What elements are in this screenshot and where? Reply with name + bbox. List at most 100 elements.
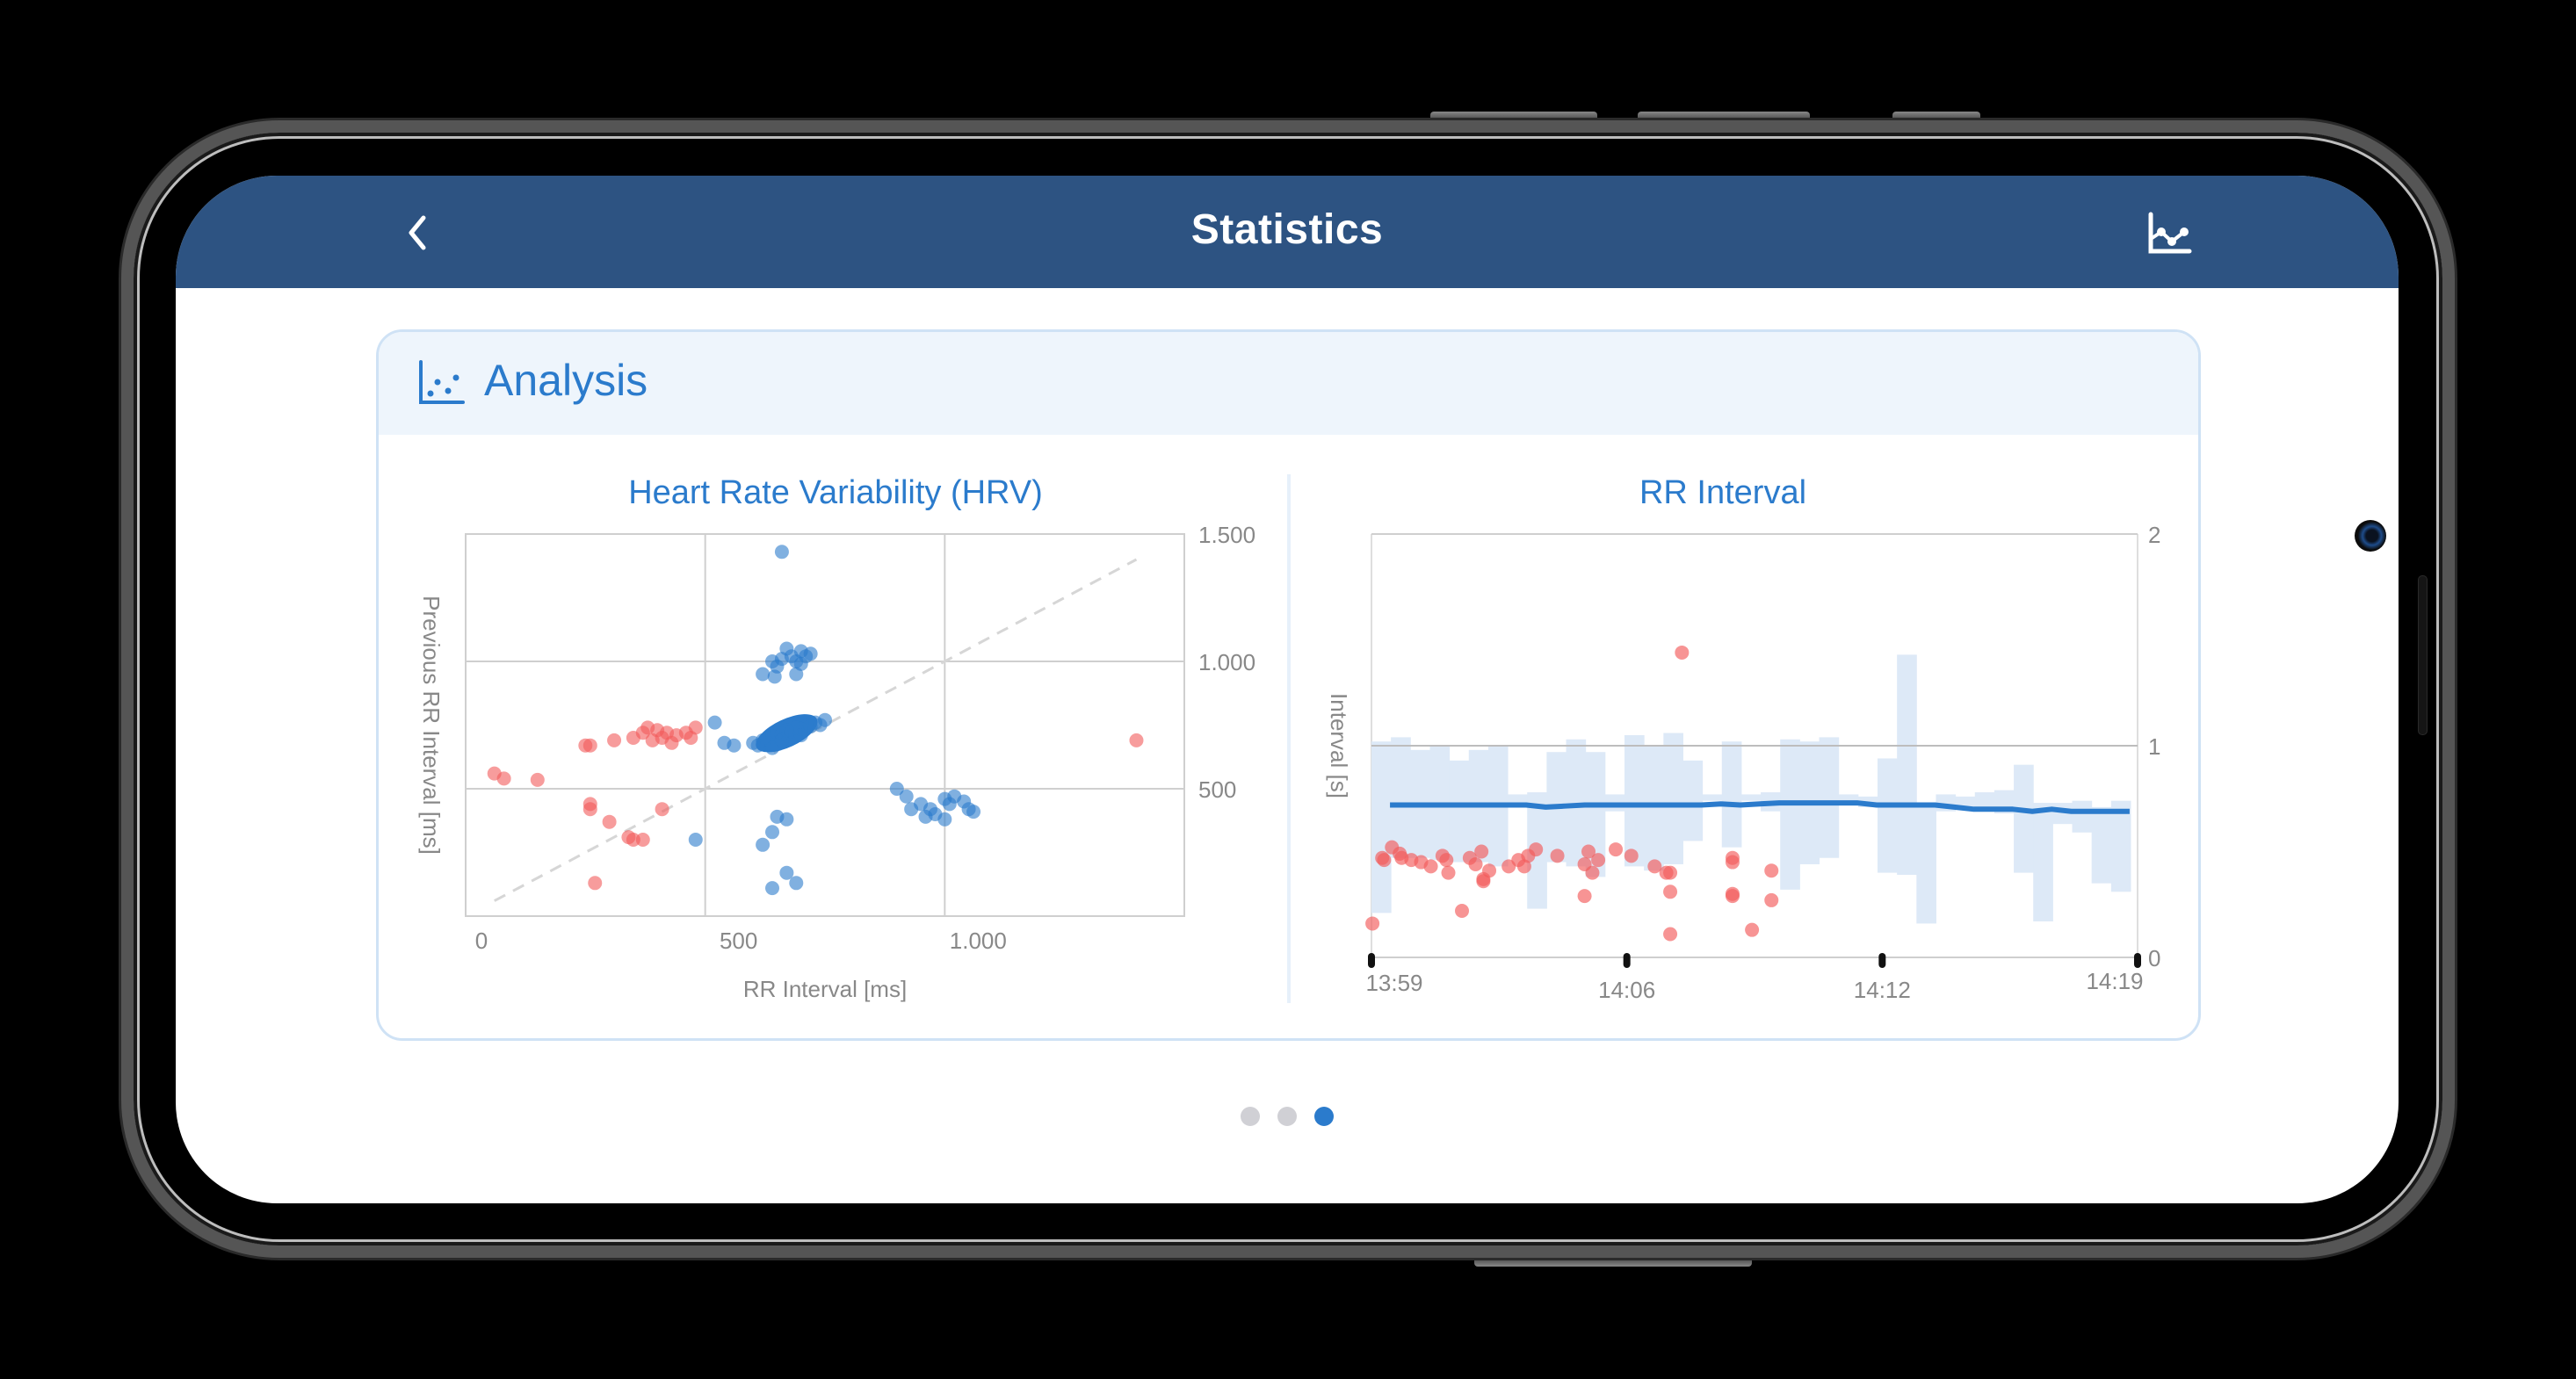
outlier-point: [1745, 922, 1760, 937]
outlier-point: [1647, 859, 1662, 874]
data-point: [765, 825, 780, 840]
range-bar: [1391, 737, 1411, 858]
data-point: [688, 833, 703, 847]
data-point: [966, 805, 981, 819]
outlier-point: [1663, 884, 1678, 899]
range-bar: [1449, 760, 1470, 863]
y-tick-label: 500: [1198, 776, 1236, 803]
data-point: [779, 812, 794, 827]
volume-up-button: [1430, 112, 1597, 120]
data-point: [655, 802, 669, 817]
x-tick-label: 500: [720, 928, 757, 954]
data-point: [727, 738, 742, 753]
outlier-point: [1725, 850, 1740, 865]
card-title: Analysis: [484, 356, 648, 405]
outlier-point: [1365, 916, 1380, 931]
x-axis-label: RR Interval [ms]: [743, 976, 907, 1002]
nav-header: Statistics: [176, 176, 2399, 288]
page-indicator: [176, 1107, 2399, 1128]
range-bar: [2091, 806, 2112, 884]
outlier-point: [1624, 848, 1639, 863]
data-point: [793, 728, 808, 743]
range-bar: [1838, 794, 1859, 801]
data-point: [918, 809, 933, 824]
outlier-point: [1591, 853, 1606, 868]
x-tick-label: 13:59: [1365, 970, 1422, 996]
x-tick-label: 0: [475, 928, 488, 954]
data-point: [774, 545, 789, 560]
data-point: [793, 656, 808, 671]
hrv-chart-title: Heart Rate Variability (HRV): [628, 474, 1043, 511]
data-point: [750, 738, 765, 753]
scatter-chart-icon: [419, 360, 465, 404]
data-point: [582, 738, 597, 753]
outlier-point: [1764, 892, 1779, 907]
hrv-scatter-chart: 0 500 1.000 500 1.000 1.500 RR Interval [ms] Pr…: [418, 522, 1255, 1002]
data-point: [765, 740, 780, 755]
data-point: [635, 833, 650, 847]
data-point: [779, 865, 794, 880]
outlier-point: [1468, 856, 1483, 871]
silent-switch: [1892, 112, 1980, 120]
rr-interval-chart: 0 1 2 Interval [s] 13:59 14:06 14:12 14:19: [1326, 522, 2160, 1003]
page-dot-2[interactable]: [1277, 1107, 1297, 1126]
range-bar: [2014, 764, 2034, 873]
volume-down-button: [1638, 112, 1810, 120]
range-bar: [1740, 794, 1762, 801]
y-tick-label: 1.000: [1198, 649, 1255, 675]
time-tick: [1878, 953, 1886, 968]
speaker-grille: [2418, 575, 2428, 735]
outlier-point: [1482, 863, 1497, 878]
range-bar: [1371, 741, 1392, 913]
back-button[interactable]: [387, 202, 448, 264]
outlier-point: [1474, 844, 1489, 859]
outlier-point: [1663, 927, 1678, 942]
range-bar: [1663, 733, 1683, 864]
chevron-left-icon: [409, 215, 426, 250]
analysis-card: Analysis Heart Rate Variability (HRV) RR…: [376, 329, 2201, 1041]
y-axis-label: Previous RR Interval [ms]: [418, 596, 445, 855]
y-tick-label: 0: [2148, 945, 2160, 971]
time-tick: [1623, 953, 1631, 968]
data-point: [756, 667, 771, 682]
range-bar: [2072, 800, 2093, 833]
data-point: [889, 782, 904, 796]
outlier-point: [1663, 865, 1678, 880]
range-bar: [1508, 794, 1528, 805]
range-bar: [1721, 741, 1742, 848]
data-point: [904, 802, 919, 817]
y-axis-label: Interval [s]: [1326, 693, 1352, 798]
time-tick: [1368, 953, 1375, 968]
data-point: [1129, 733, 1144, 747]
data-point: [803, 646, 818, 661]
chart-view-button[interactable]: [2137, 202, 2198, 264]
page-dot-3[interactable]: [1314, 1107, 1334, 1126]
data-point: [602, 814, 617, 829]
line-chart-icon: [2148, 212, 2192, 254]
range-bar: [1878, 758, 1898, 873]
data-point: [789, 876, 804, 891]
outlier-point: [1529, 842, 1544, 857]
data-point: [813, 718, 828, 733]
outlier-point: [1550, 848, 1565, 863]
data-point: [588, 876, 603, 891]
app-screen: Statistics Analysis Heart Rate Variabili…: [176, 176, 2399, 1203]
outlier-point: [1577, 889, 1592, 904]
data-point: [756, 837, 771, 852]
page-dot-1[interactable]: [1241, 1107, 1260, 1126]
outlier-point: [1585, 865, 1600, 880]
outlier-point: [1764, 863, 1779, 878]
data-point: [937, 812, 952, 827]
x-tick-label: 14:12: [1854, 977, 1911, 1003]
range-bar: [2110, 800, 2131, 892]
chart-divider: [1287, 474, 1291, 1003]
outlier-point: [1377, 853, 1392, 868]
time-tick: [2134, 953, 2141, 968]
data-point: [779, 641, 794, 656]
data-point: [607, 733, 622, 747]
outlier-point: [1455, 903, 1470, 918]
range-bar: [1974, 792, 1995, 812]
outlier-point: [1441, 865, 1456, 880]
y-tick-label: 2: [2148, 522, 2160, 548]
x-tick-label: 1.000: [950, 928, 1007, 954]
